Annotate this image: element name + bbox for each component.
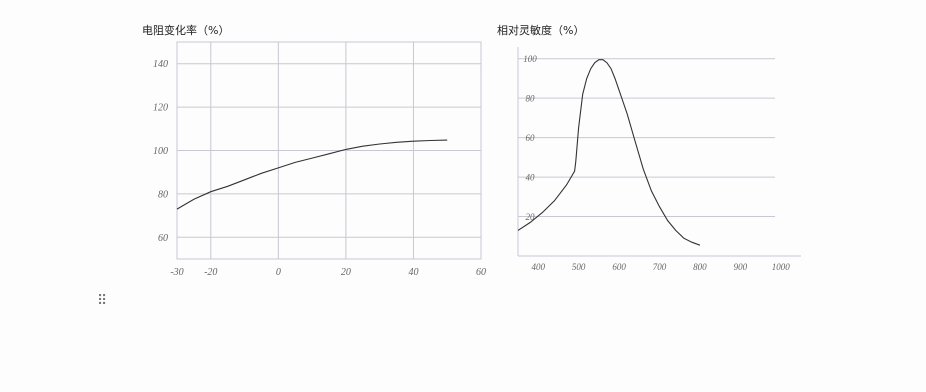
- chart-title: 电阻变化率（%）: [142, 24, 230, 37]
- x-tick-label: 700: [653, 262, 667, 272]
- y-tick-label: 60: [158, 233, 168, 244]
- x-tick-label: 60: [476, 267, 486, 278]
- x-tick-label: 0: [276, 267, 281, 278]
- x-tick-label: -20: [204, 267, 217, 278]
- x-tick-label: 900: [734, 262, 748, 272]
- y-tick-label: 80: [158, 189, 168, 200]
- x-tick-label: 500: [572, 262, 586, 272]
- drag-handle-icon[interactable]: ⠿: [97, 293, 109, 309]
- y-tick-label: 80: [526, 94, 536, 104]
- x-tick-label: 20: [341, 267, 351, 278]
- y-tick-label: 40: [526, 173, 536, 183]
- x-tick-label: 400: [531, 262, 545, 272]
- y-tick-label: 100: [523, 54, 537, 64]
- y-tick-label: 100: [153, 146, 168, 157]
- y-tick-label: 140: [153, 59, 168, 70]
- x-tick-label: 1000: [772, 262, 791, 272]
- series-line: [176, 139, 448, 210]
- chart-title: 相对灵敏度（%）: [497, 24, 585, 37]
- y-tick-label: 60: [526, 133, 536, 143]
- x-tick-label: 800: [693, 262, 707, 272]
- y-tick-label: 120: [153, 103, 168, 114]
- x-tick-label: 600: [612, 262, 626, 272]
- x-tick-label: 40: [408, 267, 418, 278]
- y-tick-label: 20: [526, 212, 536, 222]
- series-line: [517, 59, 701, 246]
- x-tick-label: -30: [170, 267, 183, 278]
